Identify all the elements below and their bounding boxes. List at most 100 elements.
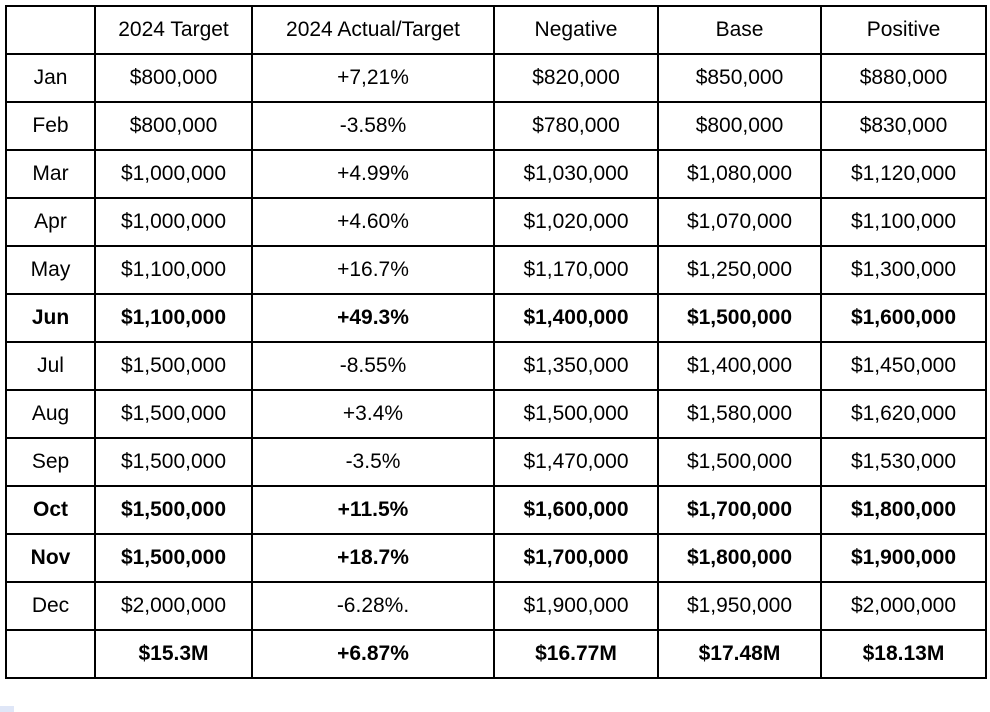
actual-vs-target-cell: -6.28%. xyxy=(251,581,495,631)
total-actual-vs-target-cell: +6.87% xyxy=(251,629,495,679)
base-cell: $1,700,000 xyxy=(657,485,822,535)
table-row: Apr $1,000,000 +4.60% $1,020,000 $1,070,000 $… xyxy=(5,197,987,247)
table-row: May $1,100,000 +16.7% $1,170,000 $1,250,000 $… xyxy=(5,245,987,295)
month-cell: Dec xyxy=(5,581,96,631)
negative-cell: $1,350,000 xyxy=(493,341,659,391)
month-cell: Sep xyxy=(5,437,96,487)
actual-vs-target-cell: +4.99% xyxy=(251,149,495,199)
negative-cell: $1,030,000 xyxy=(493,149,659,199)
positive-cell: $1,620,000 xyxy=(820,389,987,439)
table-row: Dec $2,000,000 -6.28%. $1,900,000 $1,950,000… xyxy=(5,581,987,631)
target-cell: $1,000,000 xyxy=(94,197,253,247)
base-cell: $1,070,000 xyxy=(657,197,822,247)
negative-cell: $1,600,000 xyxy=(493,485,659,535)
table-row: Feb $800,000 -3.58% $780,000 $800,000 $830,00… xyxy=(5,101,987,151)
header-row: 2024 Target 2024 Actual/Target Negative … xyxy=(5,5,987,55)
negative-cell: $820,000 xyxy=(493,53,659,103)
actual-vs-target-cell: +49.3% xyxy=(251,293,495,343)
month-cell: Oct xyxy=(5,485,96,535)
base-cell: $1,500,000 xyxy=(657,293,822,343)
actual-vs-target-cell: -8.55% xyxy=(251,341,495,391)
positive-cell: $1,450,000 xyxy=(820,341,987,391)
target-cell: $1,000,000 xyxy=(94,149,253,199)
total-negative-cell: $16.77M xyxy=(493,629,659,679)
actual-vs-target-cell: -3.58% xyxy=(251,101,495,151)
positive-cell: $1,530,000 xyxy=(820,437,987,487)
base-cell: $850,000 xyxy=(657,53,822,103)
table-row: Sep $1,500,000 -3.5% $1,470,000 $1,500,000 $1… xyxy=(5,437,987,487)
negative-cell: $1,020,000 xyxy=(493,197,659,247)
positive-cell: $1,900,000 xyxy=(820,533,987,583)
actual-vs-target-cell: +11.5% xyxy=(251,485,495,535)
target-cell: $2,000,000 xyxy=(94,581,253,631)
month-cell: Mar xyxy=(5,149,96,199)
header-cell-base: Base xyxy=(657,5,822,55)
base-cell: $1,950,000 xyxy=(657,581,822,631)
actual-vs-target-cell: -3.5% xyxy=(251,437,495,487)
table-row: Nov $1,500,000 +18.7% $1,700,000 $1,800,000 $… xyxy=(5,533,987,583)
positive-cell: $830,000 xyxy=(820,101,987,151)
table-row: Aug $1,500,000 +3.4% $1,500,000 $1,580,000 $1… xyxy=(5,389,987,439)
base-cell: $1,800,000 xyxy=(657,533,822,583)
target-cell: $1,500,000 xyxy=(94,437,253,487)
base-cell: $1,250,000 xyxy=(657,245,822,295)
total-positive-cell: $18.13M xyxy=(820,629,987,679)
header-cell-positive: Positive xyxy=(820,5,987,55)
target-cell: $1,500,000 xyxy=(94,533,253,583)
positive-cell: $1,120,000 xyxy=(820,149,987,199)
base-cell: $1,400,000 xyxy=(657,341,822,391)
header-cell-corner xyxy=(5,5,96,55)
negative-cell: $780,000 xyxy=(493,101,659,151)
negative-cell: $1,500,000 xyxy=(493,389,659,439)
header-cell-actual-vs-target: 2024 Actual/Target xyxy=(251,5,495,55)
negative-cell: $1,170,000 xyxy=(493,245,659,295)
table-row: Jul $1,500,000 -8.55% $1,350,000 $1,400,000 $… xyxy=(5,341,987,391)
month-cell: May xyxy=(5,245,96,295)
positive-cell: $1,100,000 xyxy=(820,197,987,247)
positive-cell: $880,000 xyxy=(820,53,987,103)
month-cell: Nov xyxy=(5,533,96,583)
actual-vs-target-cell: +3.4% xyxy=(251,389,495,439)
total-row: $15.3M +6.87% $16.77M $17.48M $18.13M xyxy=(5,629,987,679)
actual-vs-target-cell: +7,21% xyxy=(251,53,495,103)
positive-cell: $1,800,000 xyxy=(820,485,987,535)
window-corner-mark xyxy=(0,706,14,712)
month-cell: Apr xyxy=(5,197,96,247)
header-cell-target: 2024 Target xyxy=(94,5,253,55)
table-row: Mar $1,000,000 +4.99% $1,030,000 $1,080,000 $… xyxy=(5,149,987,199)
month-cell: Aug xyxy=(5,389,96,439)
actual-vs-target-cell: +18.7% xyxy=(251,533,495,583)
actual-vs-target-cell: +16.7% xyxy=(251,245,495,295)
negative-cell: $1,900,000 xyxy=(493,581,659,631)
target-cell: $800,000 xyxy=(94,53,253,103)
negative-cell: $1,470,000 xyxy=(493,437,659,487)
total-target-cell: $15.3M xyxy=(94,629,253,679)
negative-cell: $1,700,000 xyxy=(493,533,659,583)
positive-cell: $2,000,000 xyxy=(820,581,987,631)
base-cell: $800,000 xyxy=(657,101,822,151)
actual-vs-target-cell: +4.60% xyxy=(251,197,495,247)
target-cell: $1,100,000 xyxy=(94,245,253,295)
header-cell-negative: Negative xyxy=(493,5,659,55)
month-cell: Jan xyxy=(5,53,96,103)
target-cell: $1,100,000 xyxy=(94,293,253,343)
month-cell: Feb xyxy=(5,101,96,151)
target-cell: $800,000 xyxy=(94,101,253,151)
month-cell: Jul xyxy=(5,341,96,391)
forecast-table: 2024 Target 2024 Actual/Target Negative … xyxy=(5,5,987,679)
target-cell: $1,500,000 xyxy=(94,485,253,535)
base-cell: $1,080,000 xyxy=(657,149,822,199)
month-cell: Jun xyxy=(5,293,96,343)
base-cell: $1,500,000 xyxy=(657,437,822,487)
table-row: Oct $1,500,000 +11.5% $1,600,000 $1,700,000 $… xyxy=(5,485,987,535)
total-month-cell xyxy=(5,629,96,679)
table-row: Jun $1,100,000 +49.3% $1,400,000 $1,500,000 $… xyxy=(5,293,987,343)
positive-cell: $1,600,000 xyxy=(820,293,987,343)
negative-cell: $1,400,000 xyxy=(493,293,659,343)
target-cell: $1,500,000 xyxy=(94,341,253,391)
base-cell: $1,580,000 xyxy=(657,389,822,439)
total-base-cell: $17.48M xyxy=(657,629,822,679)
positive-cell: $1,300,000 xyxy=(820,245,987,295)
target-cell: $1,500,000 xyxy=(94,389,253,439)
table-row: Jan $800,000 +7,21% $820,000 $850,000 $880,00… xyxy=(5,53,987,103)
